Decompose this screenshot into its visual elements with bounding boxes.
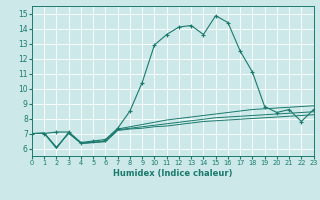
- X-axis label: Humidex (Indice chaleur): Humidex (Indice chaleur): [113, 169, 233, 178]
